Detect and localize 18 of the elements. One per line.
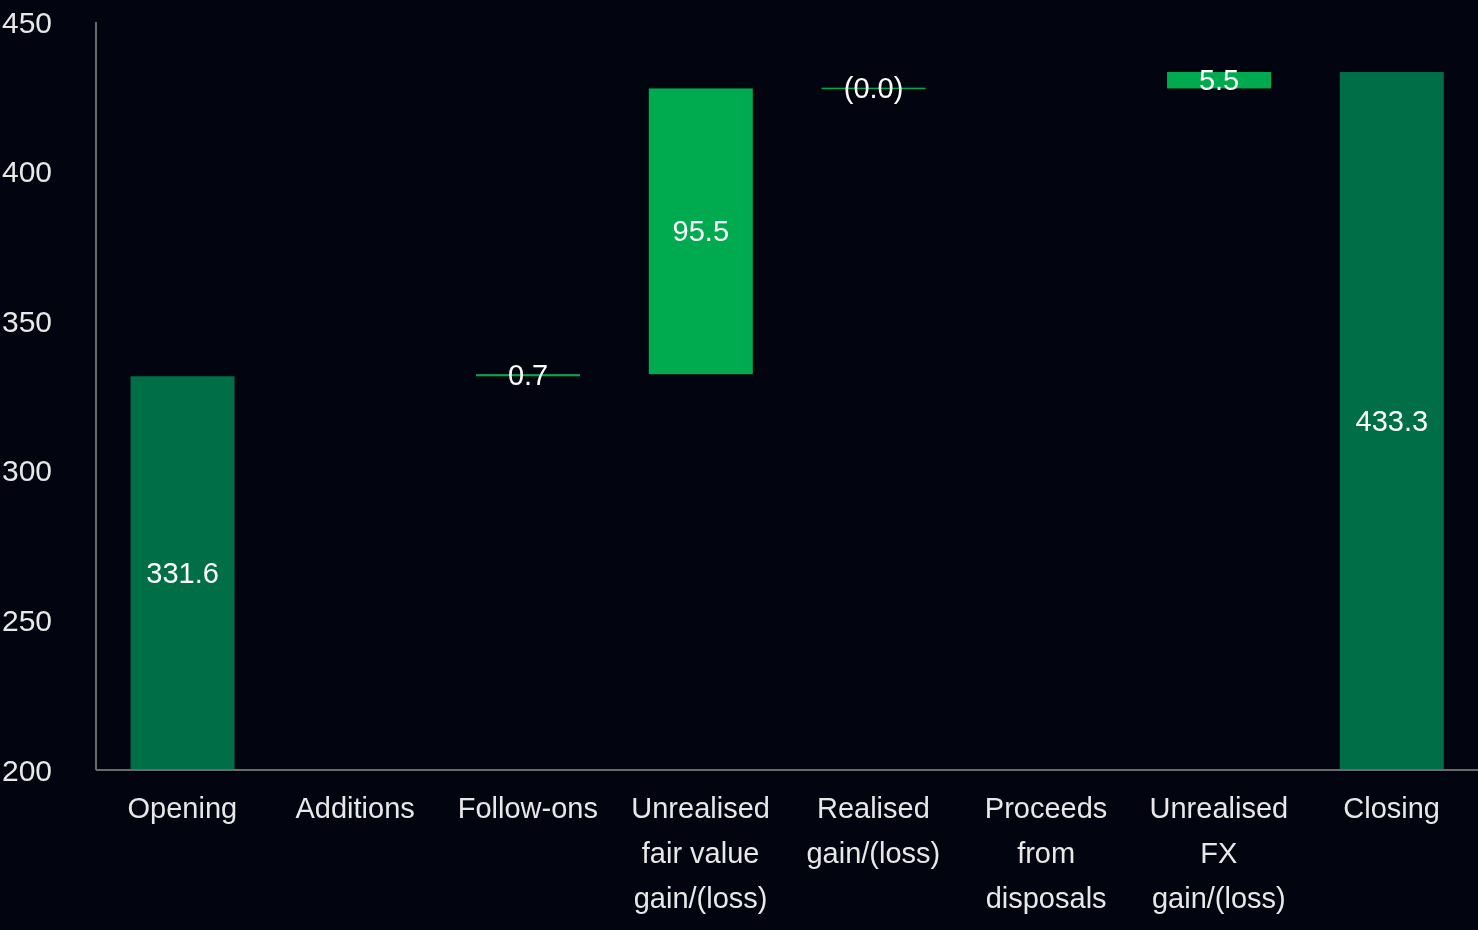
y-tick-label: 300	[2, 454, 53, 488]
x-tick-label: Opening	[127, 792, 238, 824]
x-tick-label: Additions	[295, 792, 415, 824]
x-tick-label: Follow-ons	[457, 792, 598, 824]
x-tick-label: Realised gain/(loss)	[806, 792, 941, 869]
data-label: 433.3	[1355, 404, 1429, 437]
data-label: 5.5	[1198, 64, 1240, 97]
data-label: 95.5	[672, 215, 730, 248]
y-tick-label: 400	[2, 155, 53, 189]
x-tick-label: Unrealised FX gain/(loss)	[1149, 792, 1289, 914]
y-tick-label: 450	[2, 5, 53, 39]
data-label: 331.6	[146, 557, 219, 590]
y-tick-label: 200	[2, 753, 53, 787]
x-tick-label: Closing	[1343, 792, 1440, 824]
x-tick-label: Proceeds from disposals	[984, 792, 1108, 914]
y-tick-label: 350	[2, 304, 53, 338]
y-tick-label: 250	[2, 604, 53, 638]
x-tick-label: Unrealised fair value gain/(loss)	[631, 792, 770, 914]
